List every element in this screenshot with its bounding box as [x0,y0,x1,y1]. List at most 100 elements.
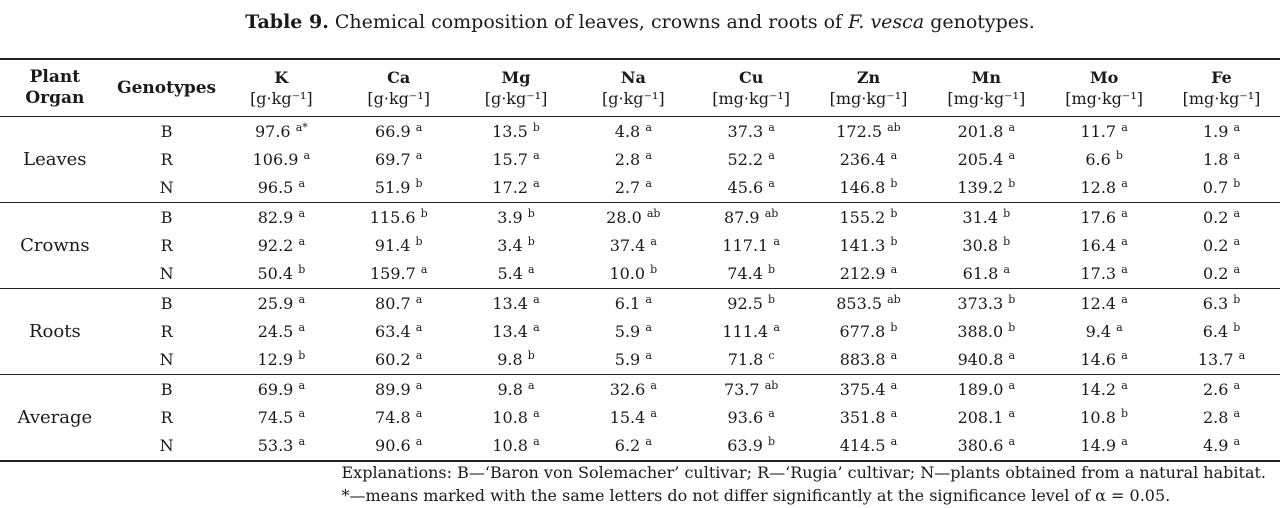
value-cell: 28.0 ab [574,203,693,233]
value-cell: 74.4 b [692,260,810,289]
significance-letter: a [303,149,311,162]
value-cell: 14.9 a [1045,432,1164,462]
significance-letter: a [1233,149,1241,162]
cell-value: 61.8 [962,264,999,283]
value-cell: 940.8 a [927,346,1046,375]
cell-value: 30.8 [962,236,999,255]
cell-value: 5.9 [614,322,641,341]
genotype-cell: B [160,380,173,399]
significance-letter: b [1003,207,1011,220]
cell-value: 17.2 [492,178,528,197]
significance-letter: a [1003,263,1010,276]
note-significance: *—means marked with the same letters do … [341,486,1171,505]
header-unit: [mg·kg⁻¹] [1065,89,1144,108]
value-cell: 13.4 a [458,318,574,346]
value-cell: 30.8 b [927,232,1045,260]
value-cell: 414.5 a [809,432,928,462]
value-cell: 6.3 b [1163,289,1280,319]
value-cell: 12.9 b [223,346,340,375]
cell-value: 25.9 [257,294,294,313]
cell-value: 10.8 [492,436,528,455]
cell-value: 155.2 [839,208,886,227]
value-cell: 9.8 a [458,375,574,405]
significance-letter: a [645,121,652,134]
significance-letter: ab [764,379,779,392]
cell-value: 91.4 [374,236,411,255]
significance-letter: a [1116,321,1123,334]
cell-value: 69.9 [257,380,294,399]
cell-value: 111.4 [722,322,769,341]
value-cell: 10.8 a [458,432,574,462]
cell-value: 9.8 [497,380,523,399]
value-cell: 97.6 a* [223,117,339,147]
value-cell: 69.7 a [339,146,458,174]
value-cell: 141.3 b [810,232,928,260]
value-cell: 15.7 a [458,146,574,174]
value-cell: 13.7 a [1163,346,1280,375]
caption-label: Table 9. [245,11,329,33]
header-zn: Zn [mg·kg⁻¹] [809,58,928,117]
significance-letter: a [1008,121,1016,134]
value-cell: 1.9 a [1163,117,1280,147]
value-cell: 50.4 b [223,260,340,289]
significance-letter: a [1008,379,1016,392]
cell-value: 87.9 [723,208,760,227]
significance-letter: a [1008,349,1016,362]
cell-value: 45.6 [727,178,764,197]
significance-letter: a [773,235,780,248]
cell-value: 10.0 [609,264,646,283]
value-cell: 3.9 b [458,203,574,233]
cell-value: 24.5 [257,322,294,341]
value-cell: 853.5 ab [810,289,928,319]
value-cell: 82.9 a [223,203,339,233]
value-cell: 388.0 b [927,318,1045,346]
value-cell: 212.9 a [809,260,928,289]
significance-letter: b [890,235,898,248]
genotype-cell: R [160,322,173,341]
value-cell: 159.7 a [339,260,459,289]
table-row: R 106.9 a 69.7 a 15.7 a 2.8 a 52.2 a 236.4 a 20… [0,146,1280,174]
cell-value: 146.8 [839,178,886,197]
significance-letter: a [645,435,652,448]
significance-letter: b [890,321,898,334]
cell-value: 92.5 [727,294,763,313]
significance-letter: a [645,349,652,362]
value-cell: 45.6 a [692,174,810,203]
value-cell: 92.5 b [693,289,810,319]
value-cell: 172.5 ab [810,117,928,147]
cell-value: 5.4 [497,264,523,283]
cell-value: 208.1 [957,408,1004,427]
header-unit: [mg·kg⁻¹] [947,89,1026,108]
significance-letter: a [533,293,540,306]
significance-letter: b [890,177,898,190]
table-notes: Explanations: B—‘Baron von Solemacher’ c… [342,461,1267,507]
cell-value: 2.8 [1202,408,1229,427]
significance-letter: a [1008,407,1016,420]
cell-value: 13.4 [492,322,528,341]
cell-value: 52.2 [727,150,764,169]
plant-organ-cell: Leaves [0,116,110,203]
significance-letter: b [890,207,898,220]
cell-value: 9.8 [497,350,523,369]
significance-letter: a [1121,293,1128,306]
value-cell: 66.9 a [339,117,458,147]
cell-value: 375.4 [839,380,886,399]
significance-letter: a [768,407,775,420]
cell-value: 6.1 [614,294,641,313]
header-element: Na [620,68,646,87]
group-crowns: Crowns B 82.9 a 115.6 b 3.9 b 28.0 ab 87.9 ab 1… [0,202,1280,289]
significance-letter: b [1008,293,1016,306]
significance-letter: a [415,149,423,162]
table-row: Roots B 25.9 a 80.7 a 13.4 a 6.1 a 92.5 b 853.5… [0,288,1280,375]
cell-value: 13.5 [492,122,528,141]
cell-value: 13.7 [1197,350,1234,369]
significance-letter: a [768,149,775,162]
value-cell: 5.9 a [574,318,693,346]
value-cell: 2.6 a [1163,375,1280,405]
cell-value: 141.3 [839,236,886,255]
cell-value: 74.4 [727,264,763,283]
header-unit: [g·kg⁻¹] [602,89,665,108]
value-cell: 2.8 a [1163,404,1280,432]
header-k: K [g·kg⁻¹] [223,58,340,117]
